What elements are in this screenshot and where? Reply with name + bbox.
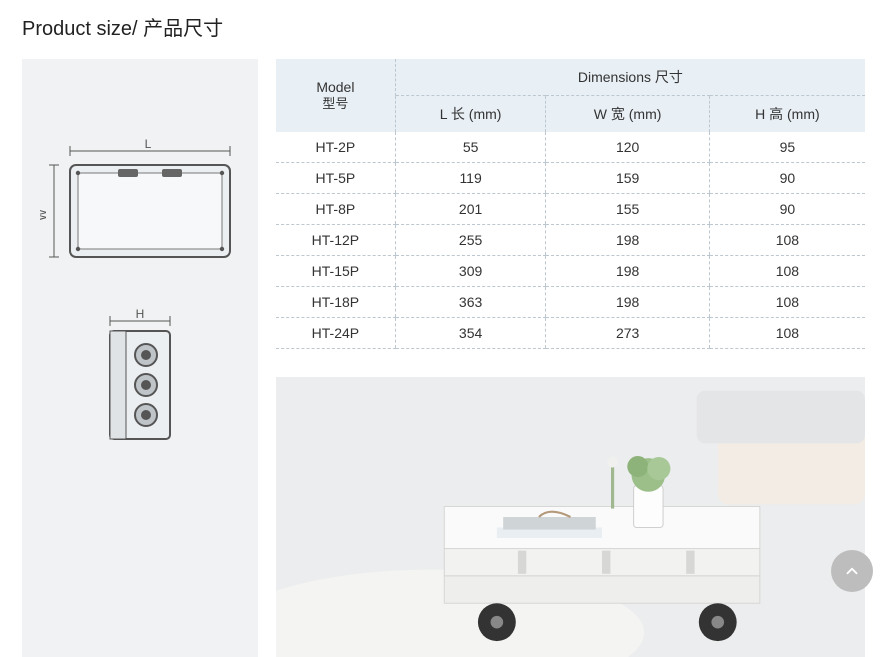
table-cell: 273 (546, 318, 709, 349)
table-cell: HT-5P (276, 163, 395, 194)
dim-label-w: W (40, 209, 49, 221)
col-header-dimensions: Dimensions 尺寸 (395, 59, 865, 96)
diagram-top-view: L W (40, 139, 240, 269)
table-cell: HT-24P (276, 318, 395, 349)
table-cell: 95 (709, 132, 865, 163)
dim-label-l: L (145, 139, 152, 151)
content-row: L W (0, 41, 887, 657)
diagram-panel: L W (22, 59, 258, 657)
col-header-h: H 高 (mm) (709, 96, 865, 133)
table-cell: HT-8P (276, 194, 395, 225)
table-row: HT-5P11915990 (276, 163, 865, 194)
table-cell: 155 (546, 194, 709, 225)
table-cell: 108 (709, 256, 865, 287)
table-cell: 119 (395, 163, 546, 194)
table-cell: 90 (709, 194, 865, 225)
table-cell: 108 (709, 287, 865, 318)
table-cell: HT-15P (276, 256, 395, 287)
col-header-w: W 宽 (mm) (546, 96, 709, 133)
dim-label-h: H (136, 309, 145, 321)
model-label-en: Model (316, 79, 354, 95)
table-cell: 198 (546, 287, 709, 318)
table-cell: 198 (546, 225, 709, 256)
table-row: HT-15P309198108 (276, 256, 865, 287)
right-panel: Model 型号 Dimensions 尺寸 L 长 (mm) W 宽 (mm)… (276, 59, 865, 657)
table-cell: 201 (395, 194, 546, 225)
table-cell: 255 (395, 225, 546, 256)
section-title: Product size/ 产品尺寸 (0, 0, 887, 41)
table-row: HT-2P5512095 (276, 132, 865, 163)
table-cell: HT-12P (276, 225, 395, 256)
table-cell: 363 (395, 287, 546, 318)
model-label-zh: 型号 (280, 96, 391, 113)
table-row: HT-24P354273108 (276, 318, 865, 349)
table-cell: HT-2P (276, 132, 395, 163)
table-body: HT-2P5512095HT-5P11915990HT-8P20115590HT… (276, 132, 865, 349)
col-header-l: L 长 (mm) (395, 96, 546, 133)
col-header-model: Model 型号 (276, 59, 395, 132)
product-lifestyle-photo (276, 377, 865, 657)
table-cell: 159 (546, 163, 709, 194)
dimensions-table: Model 型号 Dimensions 尺寸 L 长 (mm) W 宽 (mm)… (276, 59, 865, 349)
table-cell: 354 (395, 318, 546, 349)
table-cell: 198 (546, 256, 709, 287)
table-cell: 90 (709, 163, 865, 194)
table-cell: HT-18P (276, 287, 395, 318)
table-row: HT-18P363198108 (276, 287, 865, 318)
chevron-up-icon (843, 562, 861, 580)
table-cell: 120 (546, 132, 709, 163)
scroll-to-top-button[interactable] (831, 550, 873, 592)
table-row: HT-12P255198108 (276, 225, 865, 256)
table-row: HT-8P20115590 (276, 194, 865, 225)
table-cell: 55 (395, 132, 546, 163)
table-cell: 309 (395, 256, 546, 287)
diagram-side-view: H (80, 309, 200, 449)
table-cell: 108 (709, 225, 865, 256)
table-cell: 108 (709, 318, 865, 349)
